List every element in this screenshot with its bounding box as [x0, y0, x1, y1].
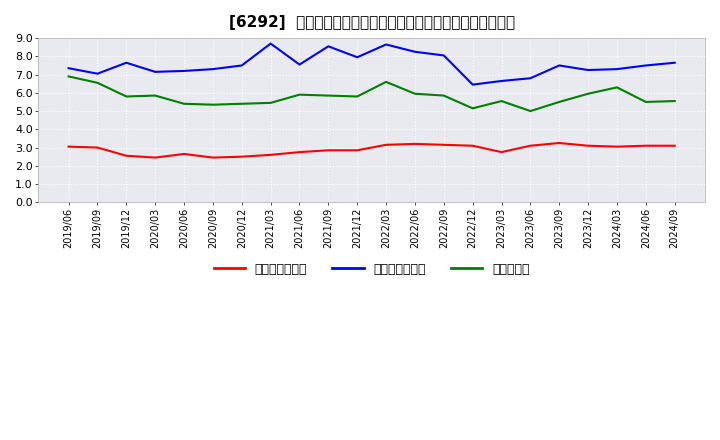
Legend: 売上債権回転率, 買入債務回転率, 在庫回転率: 売上債権回転率, 買入債務回転率, 在庫回転率: [209, 258, 535, 282]
Title: [6292]  売上債権回転率、買入債務回転率、在庫回転率の推移: [6292] 売上債権回転率、買入債務回転率、在庫回転率の推移: [228, 15, 515, 30]
